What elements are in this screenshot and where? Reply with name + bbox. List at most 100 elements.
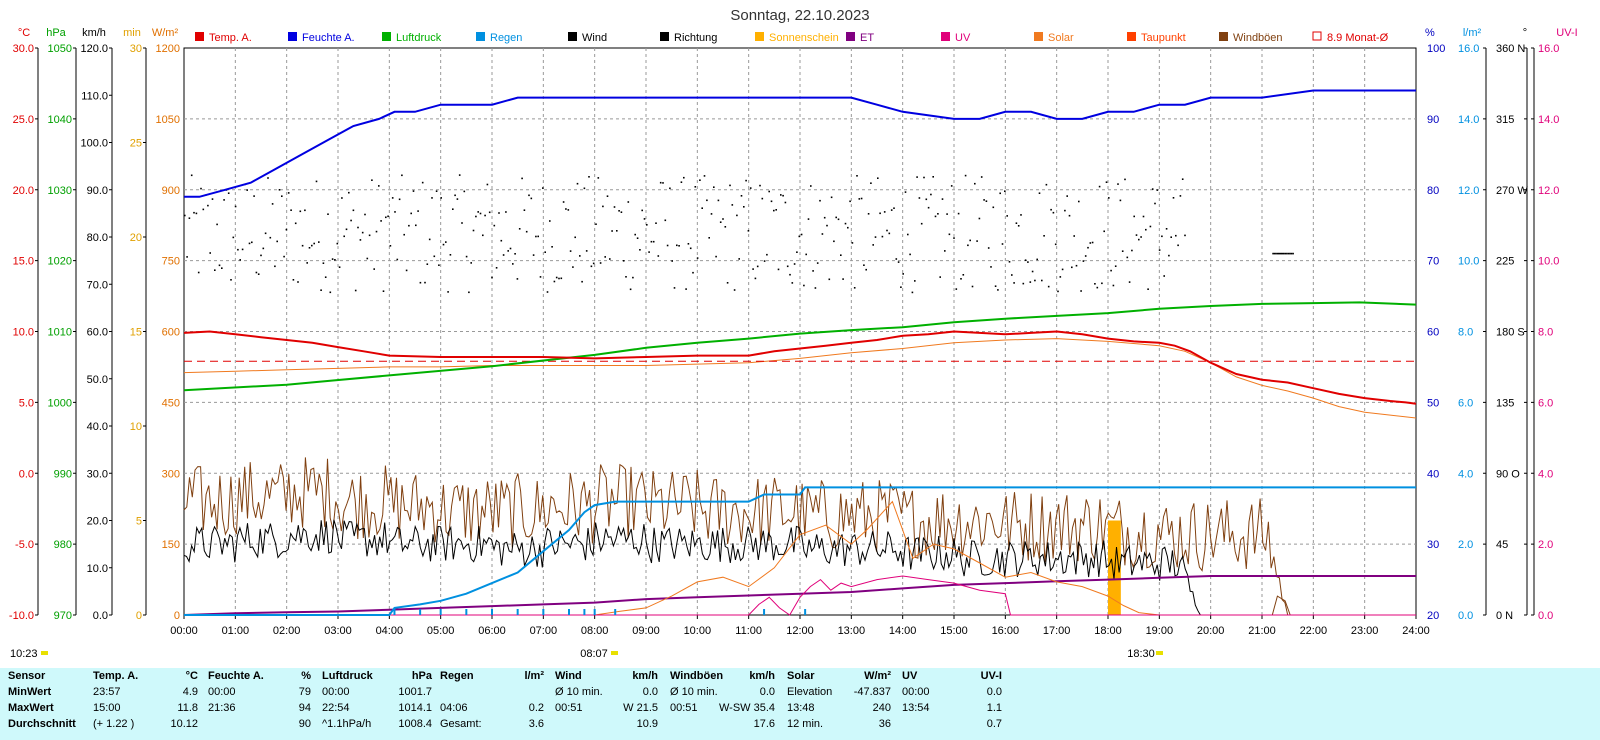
direction-dot [186,256,188,258]
direction-dot [216,223,218,226]
direction-dot [759,184,761,187]
legend-item: Sonnenschein [755,32,839,44]
direction-dot [837,218,840,221]
direction-dot [380,220,382,222]
direction-dot [1103,230,1105,233]
legend-label: Temp. A. [209,32,252,44]
direction-dot [292,279,295,281]
direction-dot [812,270,814,272]
direction-dot [1281,252,1284,255]
direction-dot [1284,252,1287,255]
direction-dot [890,209,893,211]
direction-dot [865,268,867,271]
cell-label: 00:00 [322,686,350,698]
direction-dot [507,250,509,252]
cell-label: 00:00 [902,686,930,698]
tick-label: 19:00 [1146,625,1174,637]
legend-item: Regen [476,32,522,44]
direction-dot [625,276,627,278]
legend-swatch [846,32,855,41]
cell-label: 13:48 [787,702,815,714]
direction-dot [447,291,449,293]
direction-dot [733,289,736,291]
tick-label: 360 N [1496,43,1525,55]
direction-dot [382,290,385,292]
direction-dot [579,255,581,257]
direction-dot [999,192,1001,195]
tick-label: 0 [174,610,180,622]
direction-dot [858,198,861,200]
direction-dot [694,186,697,188]
direction-dot [863,264,865,266]
cell-value: W 21.5 [623,702,658,714]
direction-dot [218,264,221,267]
direction-dot [1147,288,1149,290]
direction-dot [719,221,722,223]
direction-dot [736,214,738,217]
tick-label: 04:00 [376,625,404,637]
tick-label: 80.0 [87,232,108,244]
direction-dot [1101,282,1103,285]
tick-label: 10.0 [13,327,34,339]
direction-dot [334,259,336,261]
cell-value: 1001.7 [398,686,432,698]
tick-label: -10.0 [9,610,34,622]
tick-label: 12:00 [786,625,814,637]
sunrise-time: 08:07 [580,648,608,660]
direction-dot [1184,234,1186,237]
tick-label: 16:00 [992,625,1020,637]
direction-dot [1008,261,1011,263]
direction-dot [909,253,911,256]
tick-label: 1050 [48,43,72,55]
tick-label: 11:00 [735,625,762,637]
marker-time: 10:23 [10,648,38,660]
direction-dot [327,213,329,215]
direction-dot [537,235,539,238]
direction-dot [629,288,632,291]
legend-item: Feuchte A. [288,32,355,44]
direction-dot [867,213,870,215]
axis-unit: UV-I [1556,27,1577,39]
direction-dot [278,189,281,191]
direction-dot [241,248,244,251]
direction-dot [731,204,734,206]
tick-label: 20.0 [13,185,34,197]
direction-dot [486,183,489,186]
direction-dot [823,216,826,219]
direction-dot [893,207,895,209]
direction-dot [237,248,239,251]
tick-label: 100 [1427,43,1445,55]
direction-dot [980,176,983,178]
tick-label: 25.0 [13,114,34,126]
direction-dot [1289,252,1291,255]
direction-dot [856,175,858,177]
direction-dot [622,260,625,262]
direction-dot [810,185,812,187]
direction-dot [666,244,669,247]
direction-dot [796,251,798,253]
direction-dot [260,254,262,257]
direction-dot [581,280,583,283]
series-line [183,457,1289,616]
direction-dot [195,212,198,215]
direction-dot [322,262,325,264]
direction-dot [805,253,807,256]
direction-dot [1172,197,1175,199]
direction-dot [475,215,477,218]
direction-dot [255,271,258,274]
direction-dot [1131,249,1133,252]
direction-dot [387,215,389,218]
legend-swatch [755,32,764,41]
direction-dot [1121,250,1124,252]
direction-dot [669,187,671,190]
direction-dot [320,289,322,291]
direction-dot [569,250,572,252]
direction-dot [870,182,872,184]
direction-dot [1064,209,1066,212]
direction-dot [1105,181,1108,183]
direction-dot [696,257,699,259]
direction-dot [1278,252,1280,255]
direction-dot [479,212,482,215]
cell-value: 11.8 [177,702,198,714]
axis-time: 00:00 01:00 02:00 03:00 04:00 05:00 06:00 07:00… [170,615,1430,637]
